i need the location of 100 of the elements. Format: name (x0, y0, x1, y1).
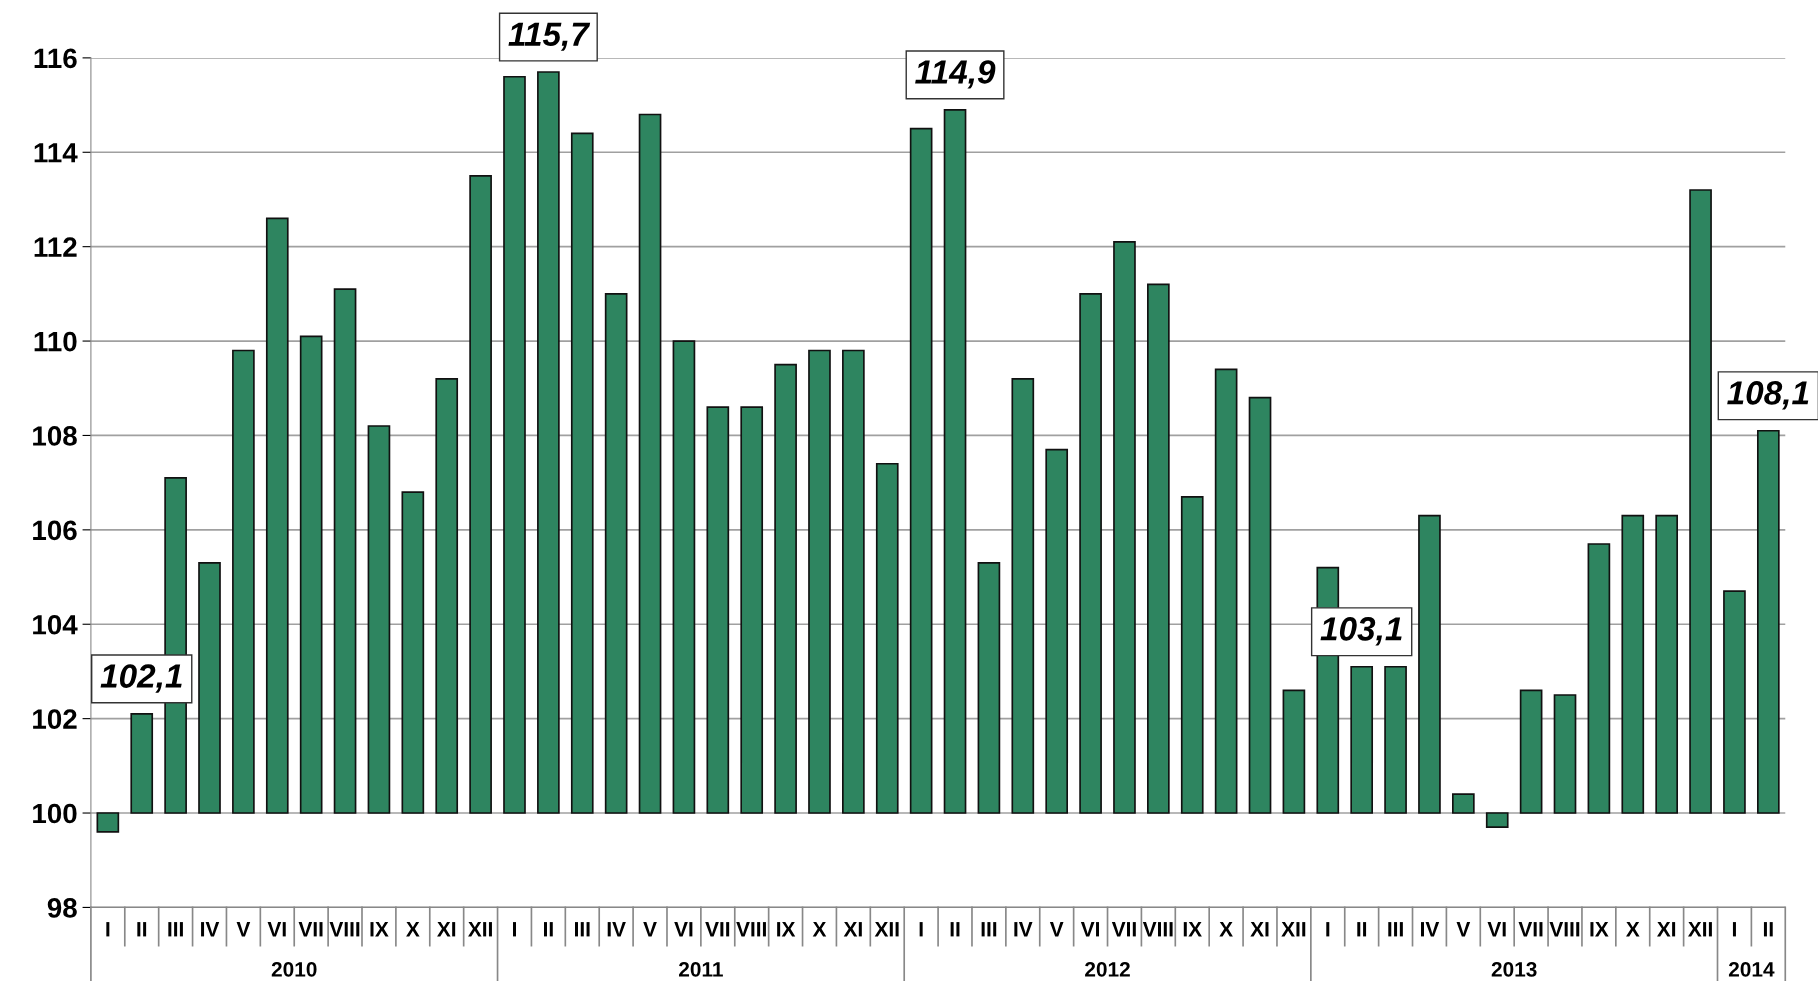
text: 2014 (1728, 961, 1775, 977)
data-label: 114,9 (915, 60, 996, 89)
x-tick-label: X (1626, 922, 1640, 937)
bar (503, 75, 526, 814)
x-tick-label: III (981, 922, 997, 937)
bar (198, 562, 221, 814)
bar (1621, 514, 1645, 814)
bar (1248, 396, 1272, 814)
bar (1519, 689, 1543, 814)
bar (909, 127, 933, 814)
x-tick-label: IX (1183, 922, 1202, 937)
y-tick-label: 112 (34, 237, 77, 257)
y-tick-label: 108 (33, 426, 77, 446)
y-tick-label: 106 (33, 520, 77, 541)
bar (570, 132, 594, 814)
bar (401, 491, 425, 814)
x-tick-label: X (406, 922, 420, 937)
x-tick-label: VIII (1549, 922, 1580, 937)
x-tick-label: IV (1014, 922, 1033, 937)
bar (1723, 590, 1746, 814)
x-tick-label: VIII (736, 922, 766, 937)
bar (333, 288, 357, 814)
bar (1147, 283, 1170, 814)
text: 2012 (1085, 961, 1130, 977)
bar (1350, 665, 1374, 814)
bar (638, 113, 662, 814)
x-tick-label: II (1763, 922, 1773, 937)
bar (604, 293, 628, 814)
x-tick-label: VI (674, 922, 693, 937)
bar (1282, 689, 1306, 814)
bar (672, 340, 696, 814)
bar (96, 812, 120, 833)
bar (875, 462, 899, 814)
bar (808, 349, 831, 814)
x-tick-label: V (1456, 922, 1471, 937)
x-tick-label: IV (1421, 922, 1440, 937)
text: 2013 (1491, 961, 1537, 977)
x-tick-label: I (106, 922, 110, 937)
x-tick-label: V (1049, 922, 1064, 937)
x-tick-label: VI (1487, 922, 1506, 937)
bar (1587, 543, 1611, 814)
x-tick-label: IV (607, 922, 626, 937)
x-tick-label: VII (705, 922, 730, 937)
x-tick-label: VI (1080, 922, 1100, 937)
bar (265, 217, 289, 814)
text: 2011 (679, 961, 723, 977)
bar (299, 335, 323, 814)
y-tick-label: 100 (33, 803, 77, 824)
bar (1214, 368, 1238, 814)
x-tick-label: XII (1688, 922, 1712, 937)
y-tick-label: 98 (47, 898, 77, 918)
bar (130, 713, 154, 814)
x-tick-label: X (812, 922, 827, 937)
bar (1113, 241, 1136, 814)
x-tick-label: II (950, 922, 960, 937)
x-tick-label: IX (370, 922, 389, 937)
bar (1079, 293, 1102, 814)
bar (774, 363, 797, 814)
y-tick-label: 104 (33, 614, 78, 635)
x-tick-label: IX (1590, 922, 1609, 937)
bar (1452, 793, 1475, 814)
x-tick-label: VIII (329, 922, 360, 937)
x-tick-label: II (137, 922, 147, 937)
x-tick-label: XI (437, 922, 456, 937)
bar (1418, 514, 1441, 814)
bar (367, 425, 391, 814)
y-tick-label: 110 (34, 331, 77, 352)
x-tick-label: XI (843, 922, 862, 937)
x-tick-label: VII (1518, 922, 1543, 937)
x-tick-label: X (1219, 922, 1233, 937)
y-tick-label: 102 (33, 709, 77, 729)
bar (537, 71, 560, 814)
x-tick-label: XI (1657, 922, 1676, 937)
x-tick-label: VII (1111, 922, 1136, 937)
bar (977, 562, 1001, 814)
bar (1655, 514, 1679, 814)
x-tick-label: XII (874, 922, 899, 937)
bar (1011, 377, 1035, 814)
data-label: 108,1 (1727, 381, 1809, 410)
bar (842, 349, 865, 814)
bar (1180, 495, 1204, 814)
x-tick-label: I (512, 922, 516, 937)
bar (1045, 448, 1069, 814)
x-tick-label: II (543, 922, 553, 937)
bar (943, 108, 967, 814)
y-tick-label: 114 (34, 143, 78, 163)
x-tick-label: VIII (1142, 922, 1173, 937)
x-tick-label: XII (1281, 922, 1306, 937)
bar (1485, 812, 1509, 829)
x-tick-label: III (1388, 922, 1403, 937)
x-tick-label: IV (201, 922, 220, 937)
x-tick-label: I (919, 922, 923, 937)
x-tick-label: VI (267, 922, 286, 937)
x-tick-label: II (1357, 922, 1367, 937)
x-tick-label: VII (298, 922, 323, 937)
y-tick-label: 116 (34, 48, 77, 69)
text: 2010 (271, 961, 317, 977)
x-tick-label: I (1732, 922, 1736, 937)
bar (469, 175, 492, 814)
bar (435, 377, 459, 814)
